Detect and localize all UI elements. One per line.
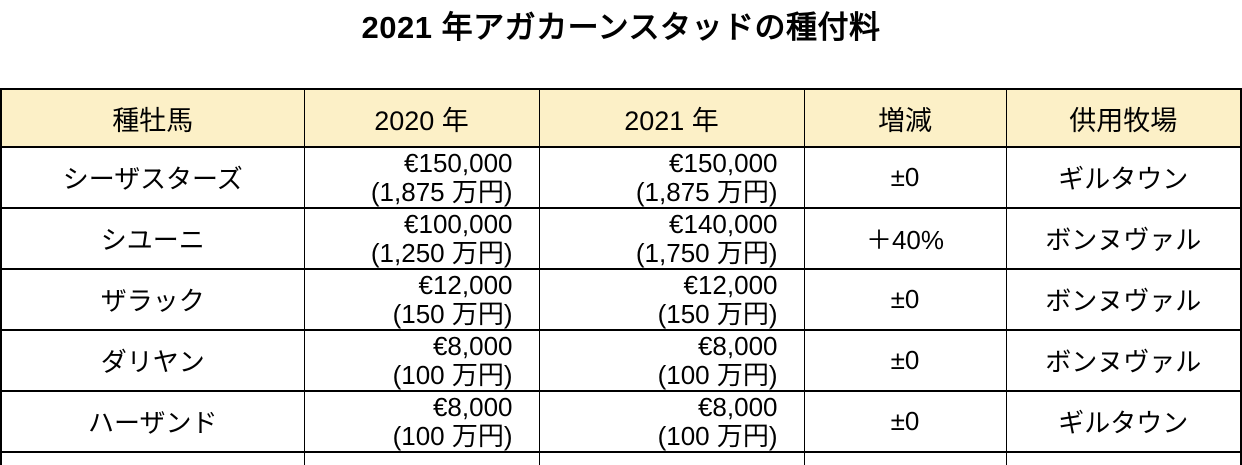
- fee-eur: €12,000: [418, 269, 513, 300]
- fee-2020: €150,000 (1,875 万円): [303, 146, 540, 209]
- fee-eur: €8,000: [432, 330, 513, 361]
- stud-farm: ボンヌヴァル: [1005, 329, 1242, 392]
- column-header-farm: 供用牧場: [1005, 88, 1242, 148]
- fee-jpy: (100 万円): [392, 359, 513, 390]
- fee-change: ±0: [803, 329, 1007, 392]
- fee-2021: €8,000 (100 万円): [538, 329, 805, 392]
- column-header-change: 増減: [803, 88, 1007, 148]
- fee-2020: €12,000 (150 万円): [303, 268, 540, 331]
- stud-farm: ボンヌヴァル: [1005, 207, 1242, 270]
- column-header-2021: 2021 年: [538, 88, 805, 148]
- fee-jpy: (100 万円): [657, 420, 778, 451]
- fee-eur: €150,000: [669, 147, 778, 178]
- fee-2021: €8,000 (100 万円): [538, 390, 805, 453]
- fee-change: ±0: [803, 268, 1007, 331]
- fee-eur: €140,000: [669, 208, 778, 239]
- stud-farm: ボンヌヴァル: [1005, 268, 1242, 331]
- fee-2021: €150,000 (1,875 万円): [538, 146, 805, 209]
- fee-change: ＋40%: [803, 207, 1007, 270]
- fee-eur: €8,000: [697, 330, 778, 361]
- table-row: ハーザンド €8,000 (100 万円) €8,000 (100 万円) ±0…: [0, 390, 1242, 453]
- fee-eur: €150,000: [404, 147, 513, 178]
- table-row: シーザスターズ €150,000 (1,875 万円) €150,000 (1,…: [0, 146, 1242, 209]
- fee-jpy: (1,875 万円): [370, 176, 513, 207]
- cropped-partial-row: [0, 451, 1242, 465]
- fee-jpy: (1,750 万円): [635, 237, 778, 268]
- stallion-name: シーザスターズ: [0, 146, 305, 209]
- column-header-stallion: 種牡馬: [0, 88, 305, 148]
- fee-change: ±0: [803, 146, 1007, 209]
- fee-eur: €12,000: [683, 269, 778, 300]
- fee-2021: €12,000 (150 万円): [538, 268, 805, 331]
- fee-eur: €8,000: [697, 391, 778, 422]
- stallion-name: ザラック: [0, 268, 305, 331]
- stallion-name: シユーニ: [0, 207, 305, 270]
- fee-jpy: (150 万円): [657, 298, 778, 329]
- stud-fee-table: 種牡馬 2020 年 2021 年 増減 供用牧場 シーザスターズ €150,0…: [0, 88, 1242, 465]
- page-title: 2021 年アガカーンスタッドの種付料: [361, 10, 881, 45]
- column-header-2020: 2020 年: [303, 88, 540, 148]
- fee-2020: €8,000 (100 万円): [303, 329, 540, 392]
- fee-change: ±0: [803, 390, 1007, 453]
- stud-farm: ギルタウン: [1005, 146, 1242, 209]
- table-row: シユーニ €100,000 (1,250 万円) €140,000 (1,750…: [0, 207, 1242, 270]
- fee-eur: €100,000: [404, 208, 513, 239]
- table-row: ザラック €12,000 (150 万円) €12,000 (150 万円) ±…: [0, 268, 1242, 331]
- stallion-name: ハーザンド: [0, 390, 305, 453]
- fee-jpy: (1,875 万円): [635, 176, 778, 207]
- fee-eur: €8,000: [432, 391, 513, 422]
- fee-jpy: (150 万円): [392, 298, 513, 329]
- header-row: 種牡馬 2020 年 2021 年 増減 供用牧場: [0, 88, 1242, 148]
- fee-2020: €100,000 (1,250 万円): [303, 207, 540, 270]
- stud-farm: ギルタウン: [1005, 390, 1242, 453]
- fee-jpy: (100 万円): [392, 420, 513, 451]
- fee-jpy: (100 万円): [657, 359, 778, 390]
- fee-2020: €8,000 (100 万円): [303, 390, 540, 453]
- table-row: ダリヤン €8,000 (100 万円) €8,000 (100 万円) ±0 …: [0, 329, 1242, 392]
- fee-2021: €140,000 (1,750 万円): [538, 207, 805, 270]
- stallion-name: ダリヤン: [0, 329, 305, 392]
- fee-jpy: (1,250 万円): [370, 237, 513, 268]
